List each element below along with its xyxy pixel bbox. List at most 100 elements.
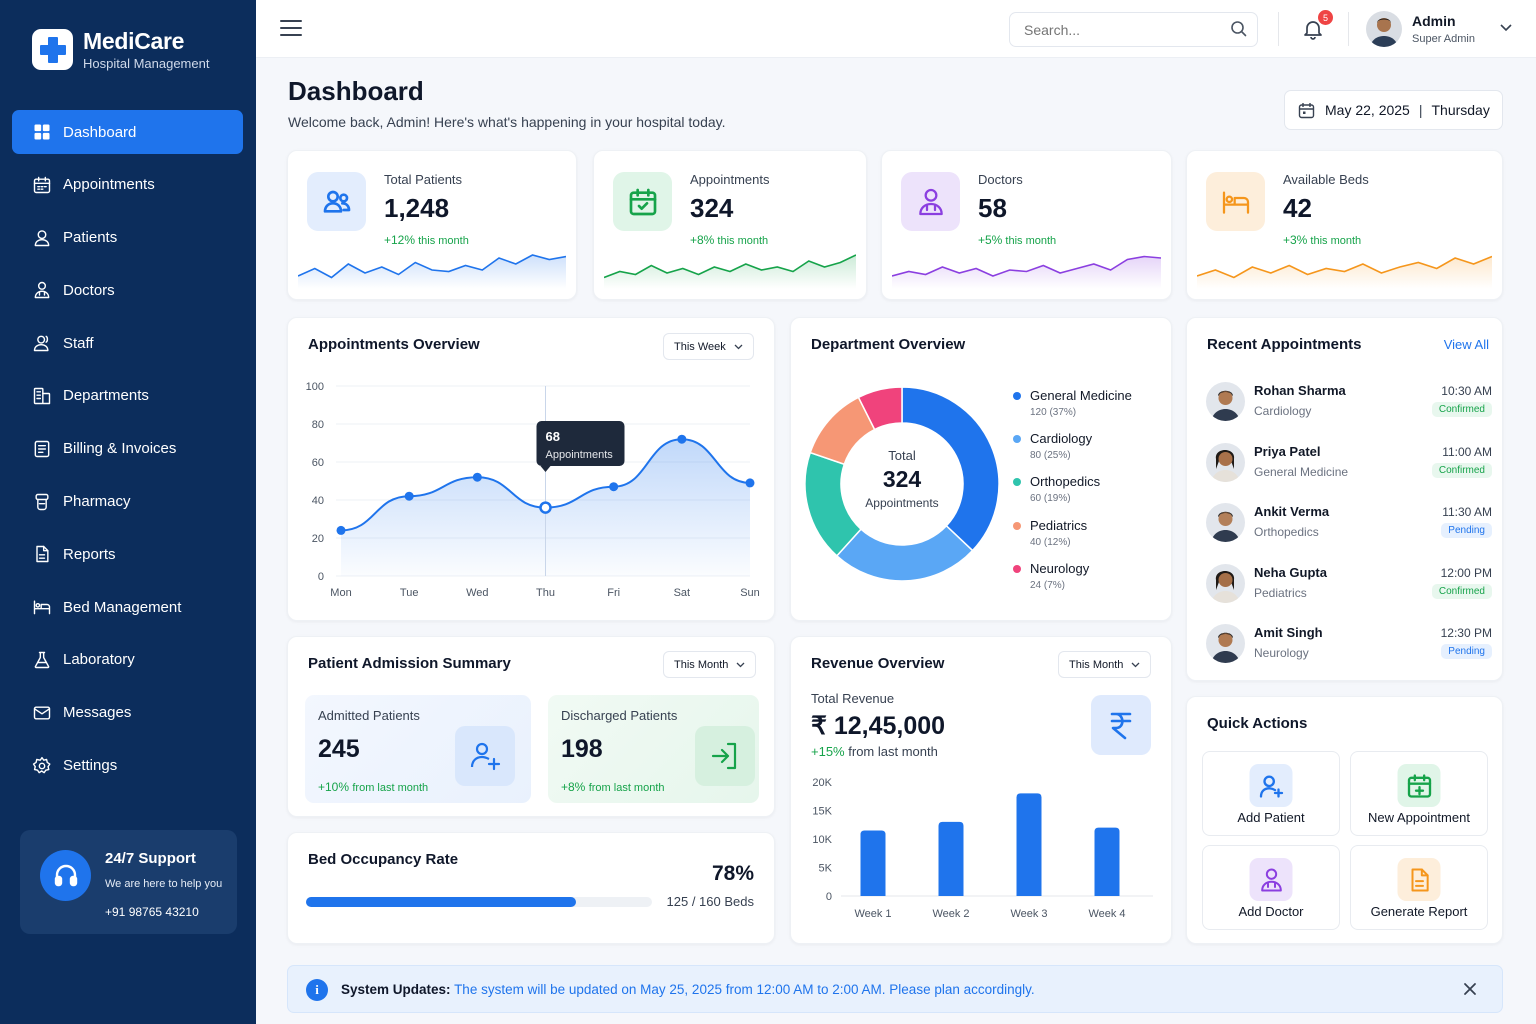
date-picker[interactable]: May 22, 2025 | Thursday — [1284, 90, 1503, 130]
status-badge: Pending — [1441, 523, 1492, 538]
patient-department: Cardiology — [1254, 404, 1312, 418]
discharged-patients-panel[interactable]: Discharged Patients 198 +8% from last mo… — [548, 695, 759, 803]
sidebar-item-reports[interactable]: Reports — [12, 532, 243, 576]
sidebar: MediCare Hospital Management Dashboard Ap… — [0, 0, 256, 1024]
page-title: Dashboard — [288, 76, 424, 106]
sidebar-item-dashboard[interactable]: Dashboard — [12, 110, 243, 154]
sidebar-item-messages[interactable]: Messages — [12, 691, 243, 735]
sidebar-item-settings[interactable]: Settings — [12, 744, 243, 788]
donut-slice[interactable] — [901, 386, 1000, 552]
chevron-down-icon — [734, 344, 743, 349]
list-item[interactable]: Amit Singh Neurology 12:30 PM Pending — [1206, 622, 1492, 666]
current-day: Thursday — [1431, 102, 1490, 118]
x-tick-label: Week 1 — [854, 908, 891, 920]
support-card[interactable]: 24/7 Support We are here to help you +91… — [20, 830, 237, 934]
report-icon — [1397, 858, 1441, 901]
sidebar-item-patients[interactable]: Patients — [12, 216, 243, 260]
info-icon: i — [306, 979, 328, 1001]
donut-slice[interactable] — [857, 386, 903, 431]
data-point[interactable] — [745, 478, 755, 488]
y-tick-label: 15K — [812, 806, 832, 818]
hamburger-menu-icon[interactable] — [280, 18, 302, 38]
legend-label: Neurology — [1030, 560, 1090, 576]
discharge-icon — [695, 726, 755, 786]
stat-card-appointments[interactable]: Appointments 324 +8% this month — [593, 150, 867, 300]
x-tick-label: Tue — [400, 587, 419, 599]
bell-icon[interactable] — [1302, 18, 1324, 40]
legend-dot — [1013, 392, 1021, 400]
legend-value: 60 (19%) — [1030, 493, 1071, 505]
x-tick-label: Week 3 — [1010, 908, 1047, 920]
legend-dot — [1013, 521, 1021, 530]
quick-action-new-appointment-button[interactable]: New Appointment — [1350, 751, 1488, 836]
admitted-change: +10% — [318, 780, 350, 794]
bed-occupancy-title: Bed Occupancy Rate — [308, 851, 459, 868]
sidebar-item-departments[interactable]: Departments — [12, 374, 243, 418]
stat-change: +12% — [384, 233, 416, 247]
stat-change: +8% — [690, 233, 715, 247]
status-badge: Confirmed — [1431, 583, 1492, 599]
list-item[interactable]: Ankit Verma Orthopedics 11:30 AM Pending — [1206, 501, 1492, 545]
quick-action-add-doctor-button[interactable]: Add Doctor — [1202, 845, 1340, 930]
avatar — [1206, 382, 1245, 421]
topbar: 5 Admin Super Admin — [256, 0, 1536, 58]
revenue-bar[interactable] — [860, 830, 886, 896]
brand[interactable]: MediCare Hospital Management — [32, 28, 209, 71]
revenue-bar[interactable] — [1094, 827, 1120, 896]
admission-summary-card: Patient Admission Summary This Month Adm… — [287, 636, 775, 817]
stat-card-total-patients[interactable]: Total Patients 1,248 +12% this month — [287, 150, 577, 300]
stat-value: 42 — [1283, 193, 1312, 223]
revenue-bar-chart: 0 5K 10K 15K 20K Week 1 Week 2 Week 3 Week 4 — [812, 777, 1153, 920]
sidebar-item-bed-management[interactable]: Bed Management — [12, 585, 243, 629]
data-point[interactable] — [336, 525, 346, 535]
data-point[interactable] — [609, 482, 619, 492]
data-point-highlight[interactable] — [539, 501, 552, 514]
legend-label: Pediatrics — [1030, 517, 1088, 533]
sidebar-item-staff[interactable]: Staff — [12, 321, 243, 365]
view-all-link[interactable]: View All — [1443, 337, 1489, 352]
revenue-suffix: from last month — [848, 744, 938, 759]
stat-card-available-beds[interactable]: Available Beds 42 +3% this month — [1186, 150, 1503, 300]
month-filter-dropdown[interactable]: This Month — [663, 651, 757, 678]
quick-action-add-patient-button[interactable]: Add Patient — [1202, 751, 1340, 836]
chevron-down-icon[interactable] — [1500, 24, 1512, 32]
week-filter-dropdown[interactable]: This Week — [663, 333, 754, 360]
status-badge: Confirmed — [1431, 402, 1492, 417]
list-item[interactable]: Neha Gupta Pediatrics 12:00 PM Confirmed — [1206, 562, 1492, 606]
admitted-patients-panel[interactable]: Admitted Patients 245 +10% from last mon… — [305, 695, 531, 803]
sidebar-item-label: Billing & Invoices — [63, 440, 177, 458]
headset-icon — [40, 850, 91, 901]
quick-action-generate-report-button[interactable]: Generate Report — [1350, 845, 1488, 930]
data-point[interactable] — [404, 491, 414, 501]
system-update-notice: i System Updates: The system will be upd… — [287, 965, 1503, 1013]
stat-card-doctors[interactable]: Doctors 58 +5% this month — [881, 150, 1172, 300]
sparkline-area — [298, 255, 566, 289]
dashboard-icon — [32, 122, 63, 142]
quick-action-label: Add Doctor — [1238, 904, 1304, 919]
user-role: Super Admin — [1412, 33, 1475, 45]
search-input[interactable] — [1009, 12, 1258, 47]
y-tick-label: 10K — [812, 834, 832, 846]
quick-actions-title: Quick Actions — [1207, 715, 1308, 732]
sidebar-item-doctors[interactable]: Doctors — [12, 268, 243, 312]
revenue-bar[interactable] — [1016, 793, 1042, 896]
user-name[interactable]: Admin — [1412, 13, 1456, 29]
revenue-bar[interactable] — [938, 821, 964, 896]
sidebar-item-billing-invoices[interactable]: Billing & Invoices — [12, 427, 243, 471]
revenue-filter-dropdown[interactable]: This Month — [1058, 651, 1152, 678]
avatar[interactable] — [1366, 11, 1402, 47]
data-point[interactable] — [677, 434, 687, 444]
x-tick-label: Week 4 — [1088, 908, 1125, 920]
data-point[interactable] — [472, 472, 482, 482]
sidebar-item-pharmacy[interactable]: Pharmacy — [12, 480, 243, 524]
list-item[interactable]: Priya Patel General Medicine 11:00 AM Co… — [1206, 441, 1492, 485]
appointments-overview-title: Appointments Overview — [308, 336, 480, 353]
x-tick-label: Wed — [466, 587, 488, 599]
sidebar-item-laboratory[interactable]: Laboratory — [12, 638, 243, 682]
close-icon[interactable] — [1463, 982, 1477, 996]
search-icon[interactable] — [1230, 20, 1247, 37]
support-phone[interactable]: +91 98765 43210 — [105, 905, 199, 919]
sidebar-item-appointments[interactable]: Appointments — [12, 163, 243, 207]
list-item[interactable]: Rohan Sharma Cardiology 10:30 AM Confirm… — [1206, 380, 1492, 424]
department-donut-chart — [804, 386, 1000, 582]
